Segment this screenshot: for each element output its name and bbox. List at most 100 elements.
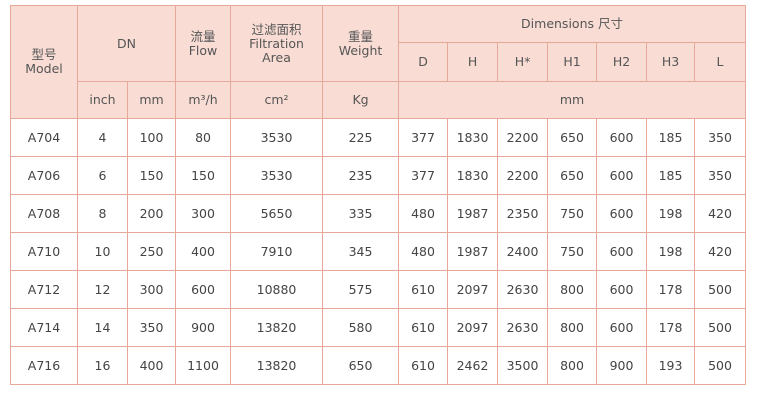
cell: 12 <box>77 270 128 309</box>
cell: 610 <box>398 346 449 385</box>
cell: 1987 <box>447 232 499 271</box>
cell: 225 <box>322 118 400 157</box>
cell: 420 <box>694 232 747 271</box>
area-header: 过滤面积 Filtration Area <box>230 5 324 82</box>
cell: 377 <box>398 118 449 157</box>
text: Filtration <box>249 35 304 51</box>
cell: 3530 <box>230 156 324 195</box>
cell: 150 <box>126 156 177 195</box>
cell: 178 <box>646 270 696 309</box>
cell: 14 <box>77 308 128 347</box>
cell: 1987 <box>447 194 499 233</box>
unit: inch <box>77 81 128 119</box>
cell: 3500 <box>497 346 549 385</box>
weight-header: 重量 Weight <box>322 5 400 82</box>
unit: mm <box>398 81 747 119</box>
cell: 650 <box>547 118 598 157</box>
cell: 2200 <box>497 118 549 157</box>
cell: 575 <box>322 270 400 309</box>
dim-header: H3 <box>646 42 696 82</box>
cell: 6 <box>77 156 128 195</box>
cell: 2462 <box>447 346 499 385</box>
table-row: A716 16 400 1100 13820 650 610 2462 3500 800 900 19… <box>10 346 747 385</box>
unit: m³/h <box>175 81 232 119</box>
unit: cm² <box>230 81 324 119</box>
table-row: A712 12 300 600 10880 575 610 2097 2630 800 600 178… <box>10 270 747 309</box>
text: 流量 <box>190 28 216 44</box>
cell: 1830 <box>447 156 499 195</box>
dim-header: L <box>694 42 747 82</box>
cell: 185 <box>646 156 696 195</box>
cell: 300 <box>126 270 177 309</box>
cell: 600 <box>596 194 648 233</box>
text: Area <box>262 49 291 65</box>
cell: 900 <box>596 346 648 385</box>
unit: Kg <box>322 81 400 119</box>
cell: 178 <box>646 308 696 347</box>
cell: 2630 <box>497 270 549 309</box>
table-row: A710 10 250 400 7910 345 480 1987 2400 750 600 198 4… <box>10 232 747 271</box>
cell: 750 <box>547 232 598 271</box>
cell: 2097 <box>447 270 499 309</box>
cell: 420 <box>694 194 747 233</box>
dim-header: H* <box>497 42 549 82</box>
cell: 5650 <box>230 194 324 233</box>
cell: 3530 <box>230 118 324 157</box>
cell: 4 <box>77 118 128 157</box>
cell: 650 <box>547 156 598 195</box>
cell: 480 <box>398 194 449 233</box>
cell: 580 <box>322 308 400 347</box>
cell: 10 <box>77 232 128 271</box>
text: 重量 <box>348 28 374 44</box>
cell: 2400 <box>497 232 549 271</box>
cell: 400 <box>175 232 232 271</box>
cell: 350 <box>694 156 747 195</box>
cell: 600 <box>175 270 232 309</box>
cell: 80 <box>175 118 232 157</box>
text: Weight <box>338 42 383 58</box>
table-row: A704 4 100 80 3530 225 377 1830 2200 650 600 185 350 <box>10 118 747 157</box>
cell: 335 <box>322 194 400 233</box>
cell: A704 <box>10 118 78 157</box>
dim-row: D H H* H1 H2 H3 L <box>11 42 747 82</box>
table-row: A706 6 150 150 3530 235 377 1830 2200 650 600 185 35… <box>10 156 747 195</box>
text: Flow <box>188 42 218 58</box>
dimensions-header: Dimensions 尺寸 <box>398 5 747 43</box>
unit: mm <box>126 81 177 119</box>
cell: 610 <box>398 308 449 347</box>
dim-header: H2 <box>596 42 648 82</box>
table-row: A708 8 200 300 5650 335 480 1987 2350 750 600 198 42… <box>10 194 747 233</box>
flow-header: 流量 Flow <box>175 5 232 82</box>
text: 过滤面积 <box>251 21 302 37</box>
cell: 500 <box>694 346 747 385</box>
dim-header: H1 <box>547 42 598 82</box>
cell: 800 <box>547 308 598 347</box>
cell: 2200 <box>497 156 549 195</box>
cell: 800 <box>547 270 598 309</box>
cell: 345 <box>322 232 400 271</box>
cell: A716 <box>10 346 78 385</box>
cell: 377 <box>398 156 449 195</box>
cell: 900 <box>175 308 232 347</box>
cell: 610 <box>398 270 449 309</box>
cell: 198 <box>646 232 696 271</box>
model-header: 型号 Model <box>10 5 78 119</box>
cell: 2350 <box>497 194 549 233</box>
cell: 150 <box>175 156 232 195</box>
cell: 235 <box>322 156 400 195</box>
cell: 7910 <box>230 232 324 271</box>
cell: 600 <box>596 308 648 347</box>
dn-header: DN <box>76 5 177 82</box>
cell: A710 <box>10 232 78 271</box>
cell: 2630 <box>497 308 549 347</box>
text: Model <box>25 61 63 76</box>
table-body: A704 4 100 80 3530 225 377 1830 2200 650 600 185 350… <box>10 118 747 385</box>
cell: 600 <box>596 156 648 195</box>
dim-header: D <box>398 42 449 82</box>
cell: 250 <box>126 232 177 271</box>
cell: 480 <box>398 232 449 271</box>
cell: 500 <box>694 308 747 347</box>
cell: A706 <box>10 156 78 195</box>
cell: 1830 <box>447 118 499 157</box>
